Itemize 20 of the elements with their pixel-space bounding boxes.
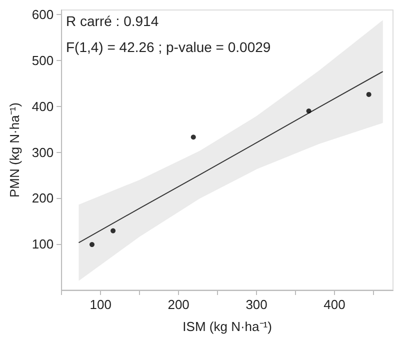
y-tick-label: 600 (32, 7, 54, 22)
y-axis-title: PMN (kg N·ha⁻¹) (7, 102, 22, 198)
y-tick-label: 300 (32, 144, 54, 160)
point (366, 92, 372, 97)
y-tick-label: 200 (32, 190, 54, 206)
x-tick-label: 400 (324, 297, 346, 312)
y-tick-label: 500 (32, 52, 54, 68)
line-series (78, 71, 384, 244)
point (190, 134, 196, 140)
x-axis-title: ISM (kg N·ha⁻¹) (182, 319, 272, 334)
x-tick-label: 100 (90, 297, 112, 312)
x-tick-label: 300 (246, 297, 268, 312)
y-tick-label: 100 (32, 236, 54, 252)
point (110, 228, 116, 234)
point (306, 108, 312, 114)
point (90, 242, 94, 248)
y-tick-label: 400 (32, 98, 54, 114)
annotation: R carré : 0.914 (66, 13, 159, 29)
x-tick-label: 200 (168, 297, 190, 312)
annotation: F(1,4) = 42.26 ; p-value = 0.0029 (66, 39, 271, 55)
